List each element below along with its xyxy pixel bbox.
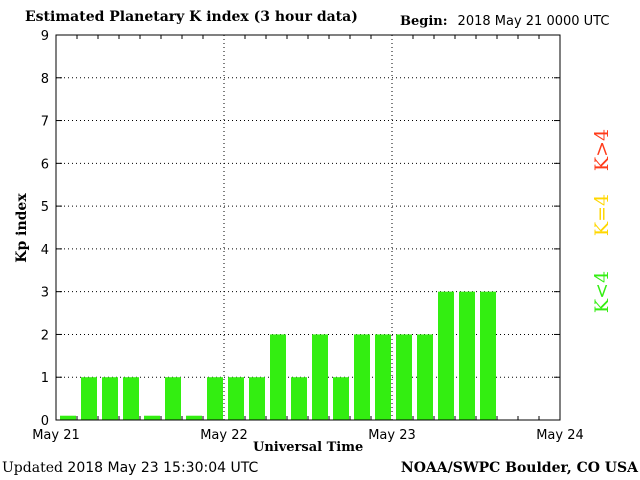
kp-bar	[333, 377, 349, 420]
updated-label: Updated	[2, 460, 63, 476]
y-tick-label: 7	[41, 115, 49, 130]
begin-label: Begin:	[400, 14, 448, 29]
legend-label: K<4	[591, 271, 613, 313]
y-tick-label: 1	[41, 371, 49, 386]
y-tick-label: 4	[41, 243, 49, 258]
updated-value: 2018 May 23 15:30:04 UTC	[67, 460, 259, 476]
x-tick-label: May 22	[200, 428, 248, 443]
kp-bar	[207, 377, 223, 420]
legend-item: K=4	[591, 194, 613, 236]
x-tick-label: May 21	[32, 428, 80, 443]
bars	[60, 291, 496, 420]
begin-time: Begin: 2018 May 21 0000 UTC	[400, 14, 609, 29]
x-tick-label: May 24	[536, 428, 584, 443]
x-tick-label: May 23	[368, 428, 416, 443]
kp-bar	[228, 377, 244, 420]
chart-title: Estimated Planetary K index (3 hour data…	[25, 9, 358, 25]
kp-bar	[270, 334, 286, 420]
legend-label: K=4	[591, 194, 613, 236]
kp-bar	[249, 377, 265, 420]
y-tick-label: 6	[41, 157, 49, 172]
kp-bar	[417, 334, 433, 420]
kp-bar	[81, 377, 97, 420]
y-tick-label: 5	[41, 200, 49, 215]
kp-bar	[123, 377, 139, 420]
y-tick-label: 2	[41, 328, 49, 343]
kp-bar	[312, 334, 328, 420]
kp-bar	[60, 415, 76, 420]
legend: K>4 K=4 K<4	[591, 129, 613, 313]
axis-ticks: 0 1 2 3 4 5 6 7 8 9 May 21 May 22 May 23 May 24	[32, 29, 584, 443]
begin-value: 2018 May 21 0000 UTC	[457, 14, 610, 29]
y-tick-label: 3	[41, 286, 49, 301]
kp-bar	[165, 377, 181, 420]
kp-bar	[354, 334, 370, 420]
updated-time: Updated 2018 May 23 15:30:04 UTC	[2, 460, 258, 476]
kp-bar	[438, 291, 454, 420]
kp-bar	[459, 291, 475, 420]
y-tick-label: 0	[41, 414, 49, 429]
kp-bar	[144, 415, 160, 420]
source-credit: NOAA/SWPC Boulder, CO USA	[400, 460, 638, 476]
legend-item: K<4	[591, 271, 613, 313]
x-axis-label: Universal Time	[253, 440, 364, 455]
y-tick-label: 8	[41, 72, 49, 87]
legend-label: K>4	[591, 129, 613, 171]
kp-bar	[396, 334, 412, 420]
legend-item: K>4	[591, 129, 613, 171]
kp-bar	[375, 334, 391, 420]
kp-bar	[291, 377, 307, 420]
kp-bar	[480, 291, 496, 420]
kp-bar	[102, 377, 118, 420]
grid-lines	[56, 35, 560, 420]
kp-bar	[186, 415, 202, 420]
y-tick-label: 9	[41, 29, 49, 44]
